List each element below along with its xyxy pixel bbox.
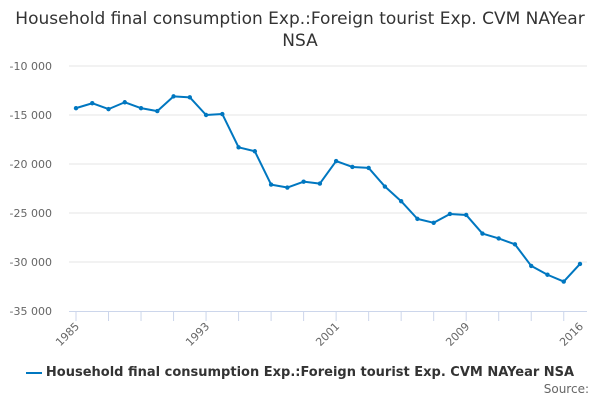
x-tick-label: 1985 xyxy=(53,320,82,349)
y-tick-label: -15 000 xyxy=(10,109,52,122)
data-point xyxy=(155,108,160,114)
data-point xyxy=(171,94,176,99)
data-point xyxy=(220,111,225,117)
data-point xyxy=(122,100,127,105)
data-point xyxy=(268,182,274,187)
data-point xyxy=(496,236,501,241)
y-tick-label: -35 000 xyxy=(10,305,52,318)
legend-item[interactable]: Household final consumption Exp.:Foreign… xyxy=(0,365,600,380)
data-point xyxy=(138,105,144,111)
data-point xyxy=(106,106,111,112)
y-tick-label: -10 000 xyxy=(10,60,52,73)
y-tick-label: -30 000 xyxy=(10,256,52,269)
data-point xyxy=(73,105,79,111)
data-point xyxy=(285,185,290,190)
y-tick-label: -25 000 xyxy=(10,207,52,220)
data-point xyxy=(480,231,485,236)
source-label: Source: xyxy=(543,382,589,396)
x-tick-label: 1993 xyxy=(183,320,212,349)
x-tick-label: 2009 xyxy=(443,320,472,349)
data-point xyxy=(545,272,550,277)
data-point xyxy=(90,101,95,106)
data-point xyxy=(415,216,420,222)
data-point xyxy=(382,184,388,189)
data-point xyxy=(577,261,583,267)
legend-swatch xyxy=(25,371,42,374)
data-point xyxy=(512,242,518,247)
series-line xyxy=(75,95,581,283)
data-point xyxy=(431,220,436,225)
x-tick-label: 2016 xyxy=(557,320,586,349)
data-point xyxy=(561,279,566,284)
data-point xyxy=(333,158,339,164)
data-point xyxy=(203,112,209,118)
data-point xyxy=(366,165,371,171)
data-point xyxy=(398,199,404,204)
data-point xyxy=(350,164,355,170)
data-point xyxy=(463,212,469,218)
data-point xyxy=(236,145,241,150)
legend-label: Household final consumption Exp.:Foreign… xyxy=(45,365,575,380)
data-point xyxy=(447,211,453,217)
data-point xyxy=(529,263,534,269)
data-point xyxy=(187,95,193,100)
data-point xyxy=(317,181,323,186)
y-tick-label: -20 000 xyxy=(10,158,52,171)
x-tick-label: 2001 xyxy=(313,320,342,349)
chart-title: Household final consumption Exp.:Foreign… xyxy=(15,9,585,51)
data-point xyxy=(252,149,258,154)
data-point xyxy=(301,179,306,184)
